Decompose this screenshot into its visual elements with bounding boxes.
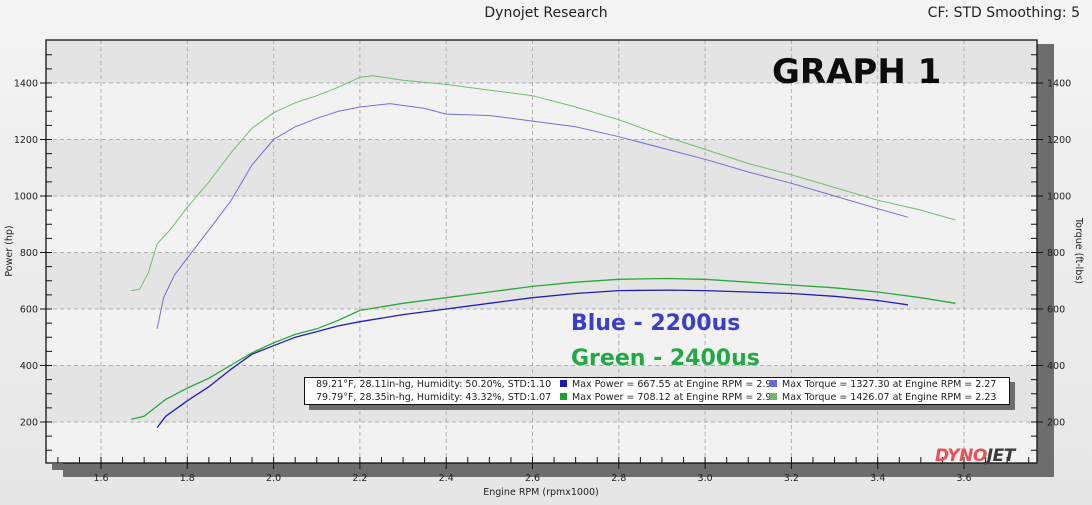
y2-tick-label: 400	[1047, 361, 1065, 372]
max-torque-text: Max Torque = 1426.07 at Engine RPM = 2.2…	[782, 392, 997, 403]
power-swatch-icon	[560, 393, 567, 400]
grid-band	[46, 40, 1037, 83]
y-tick-label: 1000	[14, 192, 38, 203]
series-line-3	[131, 277, 956, 420]
x-tick-label: 1.8	[180, 473, 195, 484]
grid-band	[46, 139, 1037, 196]
x-tick-label: 2.6	[525, 473, 540, 484]
y2-tick-label: 1000	[1047, 192, 1071, 203]
max-torque-text: Max Torque = 1327.30 at Engine RPM = 2.2…	[782, 379, 997, 390]
x-tick-label: 3.4	[870, 473, 885, 484]
max-torque-entry: Max Torque = 1426.07 at Engine RPM = 2.2…	[770, 391, 996, 404]
x-tick-label: 2.8	[611, 473, 626, 484]
green-series-label: Green - 2400us	[571, 346, 760, 371]
run-conditions: 89.21°F, 28.11in-hg, Humidity: 50.20%, S…	[316, 379, 552, 390]
series-line-1	[131, 75, 956, 292]
y-tick-label: 400	[20, 361, 38, 372]
series-line-2	[156, 289, 908, 428]
graph-label: GRAPH 1	[772, 52, 942, 92]
legend-row-green: 79.79°F, 28.35in-hg, Humidity: 43.32%, S…	[305, 391, 1009, 404]
torque-swatch-icon	[770, 380, 777, 387]
y-tick-label: 1400	[14, 79, 38, 90]
y-axis-label: Power (hp)	[4, 225, 15, 276]
logo-part-jet: JET	[986, 446, 1016, 466]
run-conditions: 79.79°F, 28.35in-hg, Humidity: 43.32%, S…	[316, 392, 552, 403]
blue-series-label: Blue - 2200us	[571, 311, 741, 336]
legend-row-blue: 89.21°F, 28.11in-hg, Humidity: 50.20%, S…	[305, 378, 1009, 391]
max-torque-entry: Max Torque = 1327.30 at Engine RPM = 2.2…	[770, 378, 996, 391]
x-tick-label: 2.2	[352, 473, 367, 484]
dynojet-logo: DYNOJET	[935, 446, 1015, 466]
max-power-text: Max Power = 708.12 at Engine RPM = 2.91	[572, 392, 778, 403]
x-axis-label: Engine RPM (rpmx1000)	[483, 487, 599, 498]
power-swatch-icon	[560, 380, 567, 387]
y-tick-label: 800	[20, 248, 38, 259]
y2-tick-label: 600	[1047, 305, 1065, 316]
chart-title: Dynojet Research	[484, 5, 608, 21]
max-power-text: Max Power = 667.55 at Engine RPM = 2.92	[572, 379, 778, 390]
y2-tick-label: 800	[1047, 248, 1065, 259]
y-tick-label: 1200	[14, 135, 38, 146]
x-tick-label: 2.0	[266, 473, 281, 484]
y-tick-label: 200	[20, 418, 38, 429]
grid-band	[46, 252, 1037, 309]
plot-frame	[45, 39, 1038, 464]
logo-part-dyno: DYNO	[935, 446, 987, 466]
y2-tick-label: 200	[1047, 418, 1065, 429]
x-tick-label: 3.2	[784, 473, 799, 484]
y2-tick-label: 1400	[1047, 79, 1071, 90]
x-tick-label: 3.0	[698, 473, 713, 484]
torque-swatch-icon	[770, 393, 777, 400]
correction-factor-info: CF: STD Smoothing: 5	[927, 5, 1080, 21]
x-axis-shadow	[52, 464, 1054, 470]
y-tick-label: 600	[20, 305, 38, 316]
x-tick-label: 1.6	[93, 473, 108, 484]
max-power-entry: Max Power = 667.55 at Engine RPM = 2.92	[560, 378, 777, 391]
run-legend: 89.21°F, 28.11in-hg, Humidity: 50.20%, S…	[304, 377, 1010, 405]
series-line-0	[156, 103, 909, 329]
y2-tick-label: 1200	[1047, 135, 1071, 146]
max-power-entry: Max Power = 708.12 at Engine RPM = 2.91	[560, 391, 777, 404]
x-tick-label: 3.6	[956, 473, 971, 484]
y2-axis-label: Torque (ft-lbs)	[1073, 217, 1084, 284]
x-tick-label: 2.4	[439, 473, 454, 484]
